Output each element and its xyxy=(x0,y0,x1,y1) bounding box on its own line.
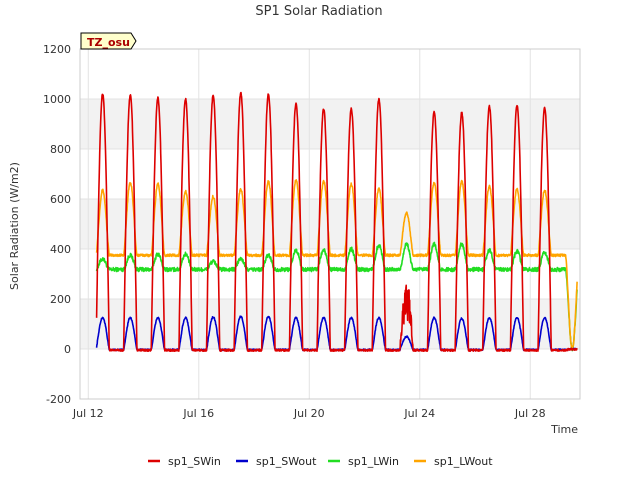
series-line-sp1_LWout xyxy=(95,179,578,351)
plot-band xyxy=(80,49,580,99)
x-axis-ticks: Jul 12 Jul 16 Jul 20 Jul 24 Jul 28 xyxy=(72,407,546,420)
plot-frame xyxy=(79,48,581,400)
y-tick-label: 800 xyxy=(50,143,71,156)
y-axis-ticks: -200 0 200 400 600 800 1000 1200 xyxy=(43,43,71,406)
y-tick-label: 0 xyxy=(64,343,71,356)
y-tick-label: 1200 xyxy=(43,43,71,56)
plot-band xyxy=(80,149,580,199)
y-axis-label: Solar Radiation (W/m2) xyxy=(8,162,21,290)
series-lines xyxy=(95,91,578,353)
plot-band xyxy=(80,99,580,149)
site-label: TZ_osu xyxy=(87,36,130,49)
plot-background-bands xyxy=(80,49,580,399)
legend-label: sp1_LWin xyxy=(348,455,399,468)
legend: sp1_SWin sp1_SWout sp1_LWin sp1_LWout xyxy=(148,455,493,468)
x-tick-label: Jul 16 xyxy=(182,407,214,420)
series-line-sp1_SWin xyxy=(95,91,578,353)
y-tick-label: 600 xyxy=(50,193,71,206)
plot-band xyxy=(80,349,580,399)
x-tick-label: Jul 12 xyxy=(72,407,104,420)
x-tick-label: Jul 28 xyxy=(514,407,546,420)
site-label-background xyxy=(80,32,137,50)
legend-label: sp1_LWout xyxy=(434,455,493,468)
site-label-box: TZ_osu xyxy=(80,32,137,50)
y-tick-label: -200 xyxy=(46,393,71,406)
y-tick-label: 1000 xyxy=(43,93,71,106)
legend-label: sp1_SWout xyxy=(256,455,317,468)
legend-label: sp1_SWin xyxy=(168,455,221,468)
series-line-sp1_LWin xyxy=(95,241,578,352)
y-tick-label: 200 xyxy=(50,293,71,306)
x-tick-label: Jul 20 xyxy=(293,407,325,420)
chart-title: SP1 Solar Radiation xyxy=(255,4,382,19)
y-tick-label: 400 xyxy=(50,243,71,256)
x-tick-label: Jul 24 xyxy=(403,407,435,420)
x-axis-label: Time xyxy=(550,423,578,436)
